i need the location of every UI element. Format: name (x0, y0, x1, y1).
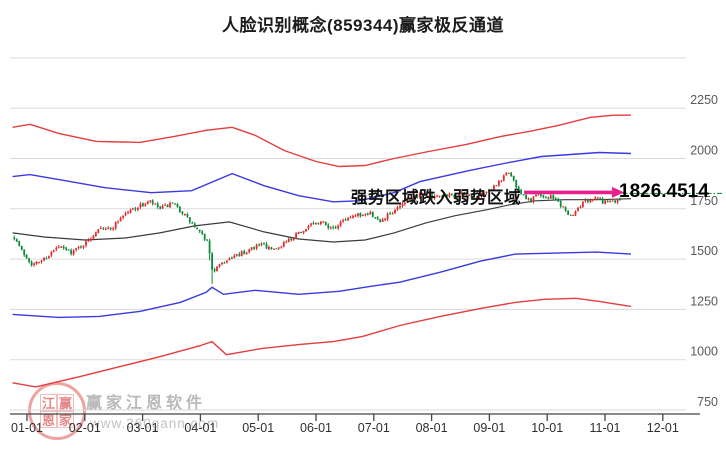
watermark-website-url: www.360gann.com (90, 416, 220, 431)
x-tick-label: 11-01 (589, 421, 620, 435)
y-tick-label: 1250 (690, 294, 718, 308)
middle-trend-line (12, 198, 632, 243)
chart-title: 人脸识别概念(859344)赢家极反通道 (221, 16, 505, 35)
upper-outer-rail-line (12, 114, 631, 168)
upper-inner-rail-line (12, 151, 632, 203)
lower-outer-rail-line (12, 297, 632, 388)
x-tick-label: 07-01 (358, 421, 390, 435)
x-tick-label: 09-01 (473, 421, 505, 435)
candlestick-series (13, 171, 621, 285)
x-tick-label: 02-01 (69, 421, 101, 435)
y-tick-label: 1000 (690, 345, 718, 359)
x-tick-label: 03-01 (127, 421, 159, 435)
channel-lines (12, 114, 632, 388)
lower-inner-rail-line (12, 251, 632, 319)
y-tick-label: 750 (697, 395, 718, 409)
y-tick-label: 1750 (690, 194, 718, 208)
x-tick-label: 10-01 (531, 421, 563, 435)
signal-arrow (524, 186, 625, 198)
y-tick-label: 1500 (690, 244, 718, 258)
x-tick-label: 06-01 (300, 421, 332, 435)
watermark-software-name: 赢家江恩软件 (86, 395, 207, 412)
gridlines (10, 57, 686, 411)
y-axis-labels: 750 1000 1250 1500 1750 2000 2250 (690, 93, 718, 409)
logo-char: 家 (57, 411, 74, 428)
x-tick-label: 05-01 (242, 421, 274, 435)
x-tick-label: 12-01 (647, 421, 679, 435)
x-tick-label: 04-01 (184, 421, 216, 435)
signal-annotation-text: 强势区域跌入弱势区域 (351, 189, 521, 207)
y-tick-label: 2250 (690, 93, 718, 107)
logo-char: 恩 (40, 411, 57, 428)
channel-value-label: 1826.4514 (619, 181, 709, 202)
x-axis: 01-01 02-01 03-01 04-01 05-01 06-01 07-01 08-01… (10, 413, 700, 435)
y-tick-label: 2000 (690, 144, 718, 158)
x-tick-label: 01-01 (11, 421, 43, 435)
x-tick-label: 08-01 (416, 421, 448, 435)
